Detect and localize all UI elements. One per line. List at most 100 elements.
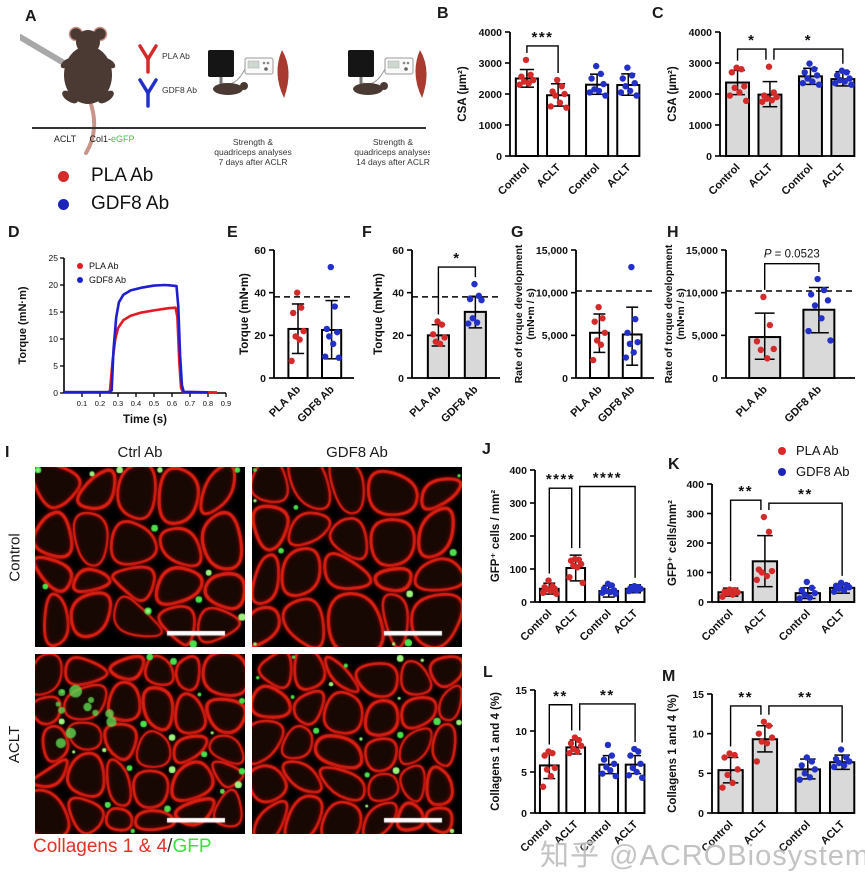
panel-label-f: F	[362, 224, 372, 241]
svg-text:400: 400	[686, 479, 704, 491]
svg-text:ACLT: ACLT	[746, 161, 775, 190]
pla-dot-icon	[778, 446, 786, 455]
legend-label: GDF8 Ab	[91, 193, 170, 214]
svg-text:4000: 4000	[479, 27, 503, 39]
legend-label: GDF8 Ab	[796, 464, 850, 479]
svg-text:0.6: 0.6	[167, 399, 177, 408]
caption-slash: /	[167, 836, 173, 857]
svg-text:300: 300	[686, 508, 704, 520]
svg-text:1000: 1000	[479, 120, 503, 132]
micrograph-aclt-gdf8-ab	[252, 654, 462, 834]
chart-panel-h: 0 5,000 10,000 15,000 P = 0.0523 PLA Ab GDF8 A…	[663, 226, 865, 449]
panel-label-a: A	[25, 8, 37, 25]
svg-text:CSA (µm²): CSA (µm²)	[457, 66, 469, 122]
svg-text:400: 400	[509, 465, 527, 477]
stage14-text-2: quadriceps analyses	[354, 147, 430, 157]
svg-text:0.3: 0.3	[113, 399, 123, 408]
svg-text:**: **	[798, 486, 813, 503]
svg-text:**: **	[553, 688, 568, 705]
svg-text:ACLT: ACLT	[741, 818, 770, 847]
svg-text:0: 0	[698, 597, 704, 609]
svg-text:GDF8 Ab: GDF8 Ab	[783, 383, 825, 425]
mouse-icon	[60, 26, 116, 155]
svg-text:5,000: 5,000	[542, 330, 568, 342]
svg-text:3000: 3000	[689, 58, 713, 70]
jk-legend: PLA Ab GDF8 Ab	[778, 440, 849, 482]
svg-text:**: **	[738, 483, 753, 500]
svg-text:200: 200	[686, 538, 704, 550]
svg-text:Control: Control	[777, 608, 813, 644]
svg-text:*: *	[805, 32, 812, 49]
svg-text:****: ****	[546, 471, 575, 488]
svg-text:GFP⁺ cells / mm²: GFP⁺ cells / mm²	[490, 490, 502, 583]
svg-text:5: 5	[521, 767, 527, 779]
legend-item-pla: PLA Ab	[58, 162, 169, 190]
micrograph-col-header-ctrl: Ctrl Ab	[117, 444, 163, 461]
svg-text:0.9: 0.9	[221, 399, 231, 408]
chart-panel-m: 0 5 10 15 ** ** Control ACLT Control ACLT Collagen…	[662, 670, 865, 877]
micrograph-control-ctrl-ab	[35, 467, 245, 647]
svg-text:0.4: 0.4	[131, 399, 141, 408]
svg-text:ACLT: ACLT	[612, 818, 641, 847]
svg-text:Torque (mN•m): Torque (mN•m)	[239, 273, 251, 355]
svg-text:Torque (mN•m): Torque (mN•m)	[373, 273, 385, 355]
svg-text:5: 5	[53, 361, 58, 371]
svg-text:Control: Control	[779, 162, 815, 198]
svg-text:0: 0	[398, 373, 404, 385]
legend-label: PLA Ab	[796, 443, 839, 458]
svg-text:5: 5	[698, 768, 704, 780]
panel-label-j: J	[482, 441, 491, 458]
legend-item-gdf8: GDF8 Ab	[778, 461, 849, 482]
svg-text:ACLT: ACLT	[552, 607, 581, 636]
svg-text:ACLT: ACLT	[552, 818, 581, 847]
stage7-text-3: 7 days after ACLR	[219, 157, 288, 167]
caption-collagens: Collagens 1 & 4	[33, 836, 168, 857]
svg-text:0: 0	[712, 373, 718, 385]
svg-text:15,000: 15,000	[536, 245, 568, 257]
stage7-text-1: Strength &	[233, 137, 273, 147]
svg-text:Control: Control	[496, 162, 532, 198]
legend-item-pla: PLA Ab	[778, 440, 849, 461]
svg-text:P = 0.0523: P = 0.0523	[764, 249, 820, 261]
chart-panel-d: 0 5 10 15 20 25 0.1 0.2 0.3 0.4 0.5 0.6 0.7 0.8 0.9 PLA…	[14, 232, 238, 442]
svg-text:GDF8 Ab: GDF8 Ab	[439, 383, 481, 425]
svg-text:Collagens 1 and 4 (%): Collagens 1 and 4 (%)	[490, 692, 502, 811]
svg-text:0.5: 0.5	[149, 399, 159, 408]
micrograph-aclt-ctrl-ab	[35, 654, 245, 834]
svg-text:Control: Control	[707, 162, 743, 198]
chart-panel-b: 0 1000 2000 3000 4000 *** Control ACLT Control AC…	[452, 6, 650, 225]
svg-text:ACLT: ACLT	[612, 607, 641, 636]
panel-label-g: G	[511, 224, 524, 241]
pla-ab-label: PLA Ab	[162, 51, 190, 61]
caption-gfp: GFP	[172, 836, 212, 857]
svg-text:Control: Control	[777, 819, 813, 855]
chart-panel-g: 0 5,000 10,000 15,000 PLA Ab GDF8 Ab Rate of t…	[513, 226, 664, 449]
stage7-text-2: quadriceps analyses	[214, 147, 292, 157]
svg-text:*: *	[748, 32, 755, 49]
gdf8-antibody-icon	[138, 78, 158, 108]
svg-text:**: **	[600, 687, 615, 704]
svg-text:40: 40	[392, 287, 404, 299]
svg-text:Time (s): Time (s)	[123, 414, 167, 426]
panel-label-e: E	[227, 224, 238, 241]
panel-label-l: L	[483, 664, 493, 681]
svg-text:3000: 3000	[479, 58, 503, 70]
strength-rig-14d	[348, 50, 427, 98]
svg-text:100: 100	[686, 567, 704, 579]
timeline-col1-egfp-label: Col1-eGFP	[89, 134, 134, 144]
svg-text:ACLT: ACLT	[605, 161, 634, 190]
svg-text:10: 10	[515, 726, 527, 738]
micrograph-row-header-control: Control	[6, 532, 24, 582]
svg-text:GDF8 Ab: GDF8 Ab	[89, 275, 126, 285]
svg-text:4000: 4000	[689, 27, 713, 39]
svg-text:15: 15	[515, 685, 527, 697]
svg-text:60: 60	[254, 245, 266, 257]
svg-text:Control: Control	[700, 608, 736, 644]
stage14-text-3: 14 days after ACLR	[356, 157, 430, 167]
pla-dot-icon	[58, 170, 69, 182]
group-legend: PLA Ab GDF8 Ab	[58, 162, 169, 218]
svg-text:0.7: 0.7	[185, 399, 195, 408]
svg-text:Control: Control	[566, 162, 602, 198]
svg-text:(mN•m / s): (mN•m / s)	[525, 288, 537, 340]
